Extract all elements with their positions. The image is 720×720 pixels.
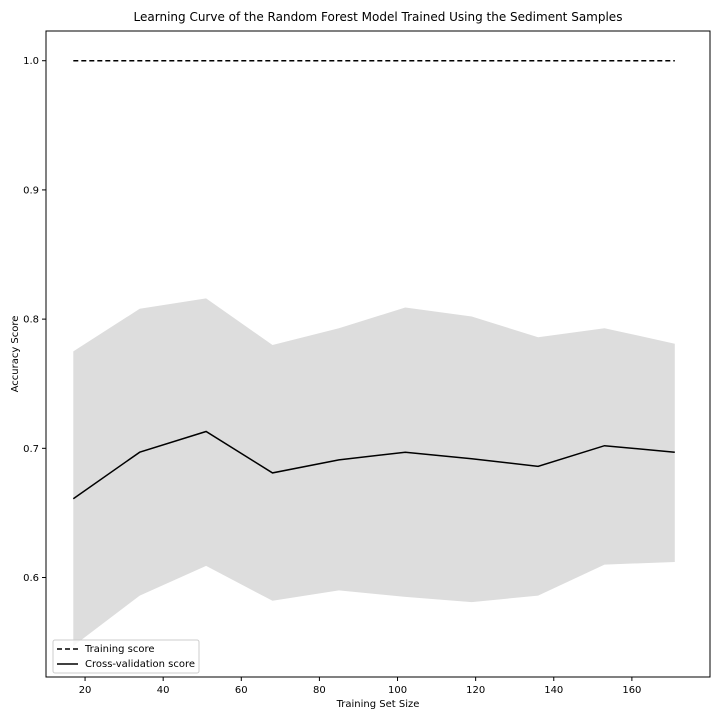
plot-area bbox=[72, 59, 675, 646]
x-tick-label: 160 bbox=[622, 685, 641, 696]
x-tick-label: 60 bbox=[235, 685, 248, 696]
x-axis-label: Training Set Size bbox=[336, 699, 420, 710]
legend: Training score Cross-validation score bbox=[52, 639, 200, 674]
cv-score-line bbox=[72, 430, 675, 500]
y-axis-ticks: 0.6 0.7 0.8 0.9 1.0 bbox=[23, 56, 46, 584]
y-axis-label: Accuracy Score bbox=[10, 316, 21, 393]
y-tick-label: 0.8 bbox=[23, 315, 39, 326]
y-tick-label: 0.6 bbox=[23, 573, 39, 584]
axes-frame bbox=[45, 30, 711, 678]
x-tick-label: 120 bbox=[466, 685, 485, 696]
x-tick-label: 140 bbox=[544, 685, 563, 696]
x-tick-label: 100 bbox=[388, 685, 407, 696]
legend-training-label: Training score bbox=[84, 644, 155, 655]
chart-title: Learning Curve of the Random Forest Mode… bbox=[134, 10, 623, 24]
y-tick-label: 1.0 bbox=[23, 56, 39, 67]
x-tick-label: 40 bbox=[157, 685, 170, 696]
x-tick-label: 20 bbox=[79, 685, 92, 696]
cv-score-band bbox=[73, 298, 675, 646]
confidence-band-layer bbox=[73, 298, 675, 646]
legend-box bbox=[52, 639, 200, 674]
y-tick-label: 0.9 bbox=[23, 185, 39, 196]
x-tick-label: 80 bbox=[313, 685, 326, 696]
y-tick-label: 0.7 bbox=[23, 444, 39, 455]
legend-cv-label: Cross-validation score bbox=[85, 659, 195, 670]
x-axis-ticks: 20 40 60 80 100 120 140 160 bbox=[79, 677, 641, 696]
series-lines-layer bbox=[72, 59, 675, 500]
